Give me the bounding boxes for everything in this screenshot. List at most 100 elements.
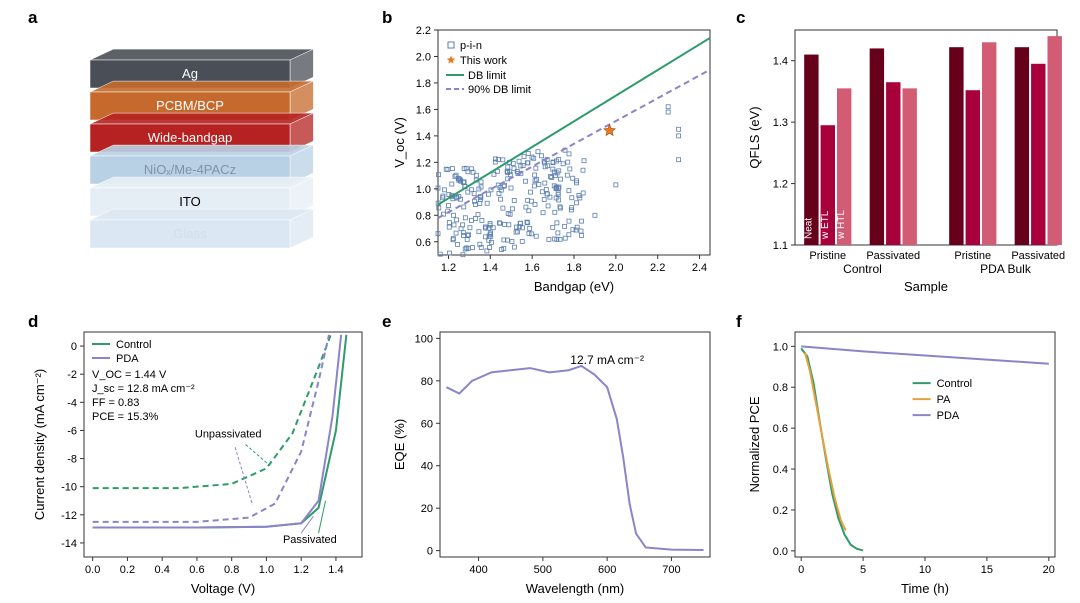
svg-text:Unpassivated: Unpassivated — [195, 428, 262, 440]
panel-d: 0.00.20.40.60.81.01.21.4-14-12-10-8-6-4-… — [30, 322, 370, 597]
svg-text:0.6: 0.6 — [416, 237, 431, 249]
svg-text:0: 0 — [798, 564, 804, 576]
svg-text:1.0: 1.0 — [416, 184, 431, 196]
svg-text:0.0: 0.0 — [773, 546, 788, 558]
svg-text:0.6: 0.6 — [773, 423, 788, 435]
svg-text:Bandgap (eV): Bandgap (eV) — [534, 279, 614, 294]
layer-label: NiOₓ/Me-4PACz — [144, 162, 236, 177]
svg-text:This work: This work — [460, 55, 508, 67]
svg-text:Normalized PCE: Normalized PCE — [747, 396, 762, 492]
svg-text:Control: Control — [937, 378, 972, 390]
svg-text:w ETL: w ETL — [820, 210, 831, 240]
svg-text:QFLS (eV): QFLS (eV) — [747, 106, 762, 168]
svg-text:1.8: 1.8 — [566, 262, 581, 274]
svg-text:Wavelength (nm): Wavelength (nm) — [526, 581, 625, 596]
svg-text:0.2: 0.2 — [120, 564, 135, 576]
svg-text:PDA: PDA — [937, 410, 960, 422]
layer-label: Ag — [182, 66, 198, 81]
svg-text:0.6: 0.6 — [189, 564, 204, 576]
svg-text:15: 15 — [981, 564, 993, 576]
svg-text:2.2: 2.2 — [416, 25, 431, 37]
svg-text:20: 20 — [1043, 564, 1055, 576]
svg-text:PA: PA — [937, 394, 952, 406]
svg-text:Control: Control — [843, 262, 882, 276]
svg-text:DB limit: DB limit — [468, 70, 506, 82]
svg-text:Pristine: Pristine — [954, 250, 991, 262]
svg-text:100: 100 — [415, 333, 433, 345]
svg-text:1.2: 1.2 — [773, 179, 788, 191]
svg-text:FF = 0.83: FF = 0.83 — [92, 397, 139, 409]
svg-text:1.6: 1.6 — [416, 104, 431, 116]
svg-text:Passivated: Passivated — [283, 534, 337, 546]
svg-text:-8: -8 — [67, 454, 77, 466]
svg-text:Passivated: Passivated — [866, 250, 920, 262]
svg-text:0.8: 0.8 — [416, 210, 431, 222]
svg-text:V_OC = 1.44 V: V_OC = 1.44 V — [92, 369, 167, 381]
svg-text:Neat: Neat — [803, 218, 814, 239]
svg-text:V_oc (V): V_oc (V) — [392, 117, 407, 168]
svg-text:60: 60 — [421, 418, 433, 430]
svg-text:80: 80 — [421, 376, 433, 388]
figure: a b c d e f AgPCBM/BCPWide-bandgapNiOₓ/M… — [0, 0, 1080, 603]
panel-a: Ag PCBM/BCP Wide-bandgap NiOₓ/Me-4PACz ITO Gl… — [30, 30, 360, 295]
svg-text:p-i-n: p-i-n — [460, 40, 482, 52]
svg-text:PCE = 15.3%: PCE = 15.3% — [92, 411, 159, 423]
svg-text:1.6: 1.6 — [525, 262, 540, 274]
svg-text:1.4: 1.4 — [773, 56, 788, 68]
layer-label: PCBM/BCP — [156, 98, 224, 113]
svg-text:Control: Control — [116, 339, 151, 351]
svg-text:w HTL: w HTL — [836, 210, 847, 240]
svg-text:10: 10 — [919, 564, 931, 576]
svg-text:500: 500 — [534, 564, 552, 576]
svg-text:1.0: 1.0 — [773, 341, 788, 353]
svg-text:2.0: 2.0 — [416, 51, 431, 63]
svg-text:0.8: 0.8 — [224, 564, 239, 576]
svg-text:600: 600 — [598, 564, 616, 576]
svg-text:700: 700 — [662, 564, 680, 576]
svg-text:1.2: 1.2 — [441, 262, 456, 274]
svg-text:0.2: 0.2 — [773, 505, 788, 517]
svg-text:-4: -4 — [67, 397, 77, 409]
svg-text:-2: -2 — [67, 369, 77, 381]
svg-text:EQE (%): EQE (%) — [392, 419, 407, 470]
svg-text:-14: -14 — [61, 538, 77, 550]
layer-label: Glass — [173, 226, 207, 241]
svg-text:Passivated: Passivated — [1011, 250, 1065, 262]
svg-text:2.0: 2.0 — [608, 262, 623, 274]
svg-text:5: 5 — [860, 564, 866, 576]
svg-text:2.2: 2.2 — [650, 262, 665, 274]
panel-b: 1.21.41.61.82.02.22.40.60.81.01.21.41.61… — [390, 20, 720, 295]
svg-text:0.0: 0.0 — [85, 564, 100, 576]
svg-text:12.7 mA cm⁻²: 12.7 mA cm⁻² — [570, 353, 644, 367]
svg-text:0.4: 0.4 — [155, 564, 170, 576]
layer-label: ITO — [179, 194, 200, 209]
svg-text:1.8: 1.8 — [416, 78, 431, 90]
svg-text:1.0: 1.0 — [259, 564, 274, 576]
svg-text:1.2: 1.2 — [294, 564, 309, 576]
svg-text:20: 20 — [421, 503, 433, 515]
svg-text:1.1: 1.1 — [773, 240, 788, 252]
svg-text:0: 0 — [71, 341, 77, 353]
svg-text:J_sc = 12.8 mA cm⁻²: J_sc = 12.8 mA cm⁻² — [92, 383, 195, 395]
svg-text:Time (h): Time (h) — [901, 581, 949, 596]
svg-text:Voltage (V): Voltage (V) — [191, 581, 255, 596]
svg-text:-10: -10 — [61, 482, 77, 494]
svg-text:0.4: 0.4 — [773, 464, 788, 476]
svg-text:-6: -6 — [67, 425, 77, 437]
svg-text:1.3: 1.3 — [773, 117, 788, 129]
svg-text:0: 0 — [427, 546, 433, 558]
layer-label: Wide-bandgap — [148, 130, 233, 145]
svg-text:-12: -12 — [61, 510, 77, 522]
svg-text:90% DB limit: 90% DB limit — [468, 84, 531, 96]
panel-f: 0 5 10 15 20 0.0 0.2 0.4 0.6 0.8 1.0 Time (h) Normal… — [745, 322, 1065, 597]
svg-text:1.2: 1.2 — [416, 157, 431, 169]
svg-text:1.4: 1.4 — [416, 131, 431, 143]
svg-text:40: 40 — [421, 461, 433, 473]
svg-text:2.4: 2.4 — [692, 262, 707, 274]
panel-label-f: f — [736, 312, 742, 332]
svg-text:0.8: 0.8 — [773, 382, 788, 394]
panel-c: 1.11.21.31.4SampleQFLS (eV)Neatw ETLw HT… — [745, 20, 1065, 295]
panel-label-a: a — [28, 8, 37, 28]
panel-e: 400500600700020406080100Wavelength (nm)E… — [390, 322, 720, 597]
svg-text:PDA: PDA — [116, 353, 139, 365]
